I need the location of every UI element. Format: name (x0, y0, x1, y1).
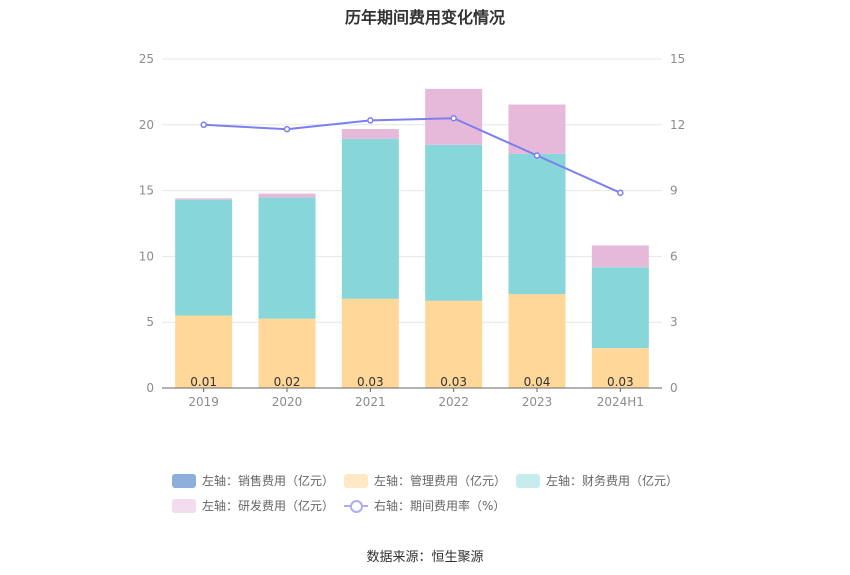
axis-layer: 0 5 10 15 20 25 0 3 6 9 12 15 2019 2020 2021 2022 2023 20… (139, 52, 686, 409)
y-left-tick-label: 5 (146, 315, 154, 329)
legend-item-rd[interactable]: 左轴：研发费用（亿元） (172, 497, 334, 514)
rate-line (203, 117, 621, 194)
bar-finance (341, 138, 399, 299)
bar-admin (591, 348, 649, 388)
legend-swatch-admin (344, 473, 368, 488)
rate-point (367, 117, 374, 124)
legend-label-sales: 左轴：销售费用（亿元） (202, 474, 335, 488)
data-label: 0.04 (524, 375, 551, 389)
legend-label-admin: 左轴：管理费用（亿元） (374, 474, 507, 488)
x-tick-label: 2022 (438, 395, 469, 409)
y-right-tick-label: 15 (670, 52, 685, 66)
y-right-tick-label: 12 (670, 118, 685, 132)
legend-item-admin[interactable]: 左轴：管理费用（亿元） (344, 472, 506, 489)
y-right-tick-label: 6 (670, 249, 678, 263)
rate-point (617, 189, 624, 197)
bar-finance (175, 199, 233, 316)
legend-swatch-finance (516, 473, 540, 488)
legend-swatch-sales (172, 473, 196, 488)
bar-finance (591, 267, 649, 349)
y-left-tick-label: 25 (139, 52, 154, 66)
y-right-tick-label: 0 (670, 381, 678, 395)
bar-rd (175, 198, 233, 200)
chart-plot: 0.01 0.02 0.03 0.03 0.04 0.03 0 5 10 15 20 25 0 3 6 9 1… (139, 52, 686, 409)
x-tick-label: 2023 (522, 395, 553, 409)
rate-line-layer (200, 114, 624, 197)
bar-finance (258, 197, 316, 319)
bar-admin (258, 318, 316, 388)
y-left-tick-label: 10 (139, 249, 154, 263)
rate-point (450, 114, 457, 122)
data-label: 0.03 (440, 375, 467, 389)
bar-finance (425, 144, 483, 301)
bar-rd (341, 129, 399, 139)
legend-line-rate-icon (344, 499, 368, 513)
bar-rd (591, 245, 649, 268)
y-left-tick-label: 0 (146, 381, 154, 395)
legend-item-rate[interactable]: 右轴：期间费用率（%） (344, 497, 505, 514)
data-label-layer: 0.01 0.02 0.03 0.03 0.04 0.03 (190, 375, 633, 389)
x-tick-label: 2020 (272, 395, 303, 409)
bar-admin (508, 294, 566, 388)
x-tick-label: 2021 (355, 395, 386, 409)
rate-point (283, 125, 291, 133)
data-label: 0.03 (607, 375, 634, 389)
y-left-tick-label: 15 (139, 184, 154, 198)
x-tick-label: 2024H1 (597, 395, 644, 409)
legend-label-rd: 左轴：研发费用（亿元） (202, 499, 335, 513)
grid-layer (162, 58, 662, 323)
data-source: 数据来源：恒生聚源 (366, 550, 484, 565)
legend-label-finance: 左轴：财务费用（亿元） (546, 474, 679, 488)
bar-admin (341, 298, 399, 388)
bar-rd (508, 104, 566, 154)
chart-title: 历年期间费用变化情况 (344, 8, 505, 27)
bar-admin (175, 315, 233, 388)
legend-item-finance[interactable]: 左轴：财务费用（亿元） (516, 472, 678, 489)
legend-swatch-rd (172, 498, 196, 513)
y-left-tick-label: 20 (139, 118, 154, 132)
rate-point (200, 121, 207, 129)
data-label: 0.01 (190, 375, 217, 389)
y-right-tick-label: 9 (670, 184, 678, 198)
rate-point (533, 152, 541, 159)
bar-rd (258, 193, 316, 198)
bar-layer (175, 88, 649, 388)
legend-label-rate: 右轴：期间费用率（%） (374, 499, 506, 513)
legend-item-sales[interactable]: 左轴：销售费用（亿元） (172, 472, 334, 489)
bar-admin (425, 300, 483, 388)
data-label: 0.02 (274, 375, 301, 389)
data-label: 0.03 (357, 375, 384, 389)
x-tick-label: 2019 (188, 395, 219, 409)
y-right-tick-label: 3 (670, 315, 678, 329)
bar-finance (508, 153, 566, 295)
